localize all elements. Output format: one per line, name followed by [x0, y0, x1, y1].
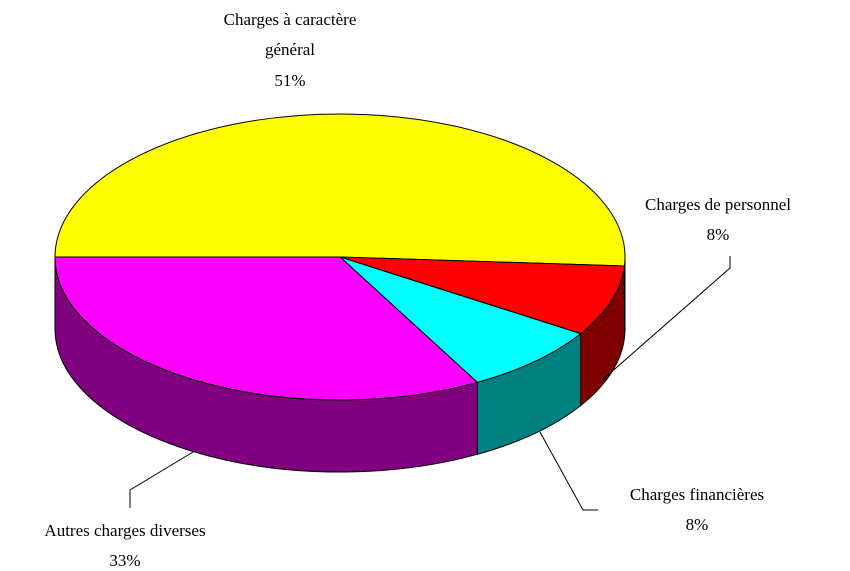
value-label: 51% [274, 71, 306, 90]
value-label: 33% [109, 551, 141, 570]
slice [339, 256, 582, 383]
leader-line [129, 451, 194, 508]
slice-label: Charges de personnel [644, 195, 792, 214]
value-label: 8% [706, 225, 730, 244]
slice [54, 256, 479, 401]
value-label: 8% [685, 515, 709, 534]
leader-line [539, 431, 598, 511]
slice-label: Charges à caractère général [223, 10, 357, 59]
leader-line [599, 256, 731, 383]
slice [54, 113, 626, 267]
slice-label: Autres charges diverses [44, 521, 206, 540]
slice-label: Charges financières [629, 485, 765, 504]
slice [339, 256, 626, 335]
